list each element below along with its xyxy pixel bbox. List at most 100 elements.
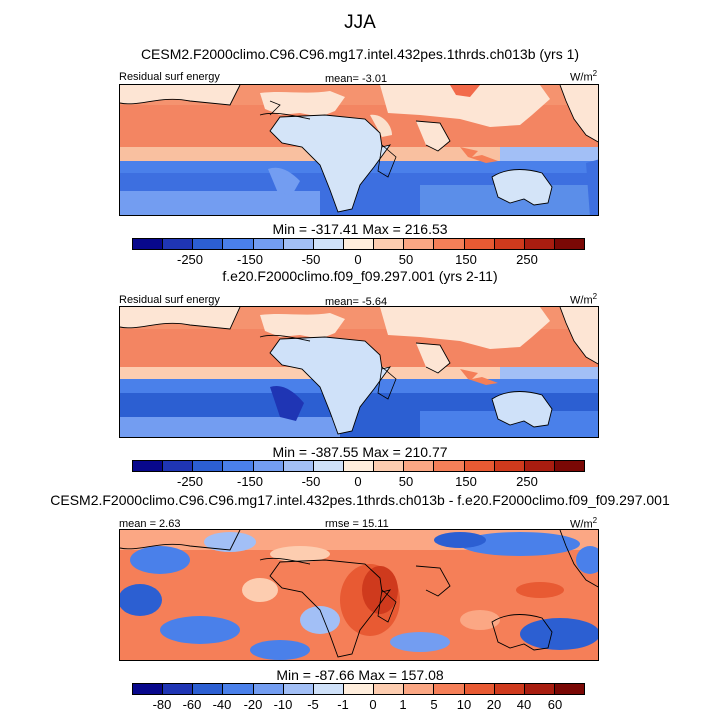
colorbar-swatch: [133, 461, 164, 471]
colorbar-swatch: [464, 461, 495, 471]
colorbar-swatch: [434, 239, 465, 249]
colorbar-swatch: [374, 461, 405, 471]
colorbar-swatch: [343, 239, 375, 249]
colorbar-swatch: [494, 461, 525, 471]
colorbar-swatch: [404, 239, 435, 249]
panel-3-tick: -1: [337, 697, 349, 712]
panel-2-title: f.e20.F2000climo.f09_f09.297.001 (yrs 2-…: [222, 268, 498, 284]
panel-1-title: CESM2.F2000climo.C96.C96.mg17.intel.432p…: [140, 46, 580, 62]
panel-2-map: [119, 306, 599, 438]
colorbar-swatch: [283, 461, 314, 471]
panel-2-tick: 50: [398, 474, 414, 489]
panel-2-colorbar: [132, 460, 585, 472]
panel-1-variable-label: Residual surf energy: [119, 71, 220, 83]
colorbar-swatch: [223, 239, 254, 249]
colorbar-swatch: [524, 684, 555, 694]
colorbar-swatch: [494, 684, 525, 694]
panel-3-tick: 1: [399, 697, 407, 712]
colorbar-swatch: [434, 684, 465, 694]
panel-1-tick: 50: [398, 252, 414, 267]
colorbar-swatch: [163, 461, 194, 471]
panel-1-units: W/m2: [570, 69, 598, 84]
panel-3-map-field: [120, 530, 598, 660]
panel-2-mean-label: mean= -5.64: [325, 296, 388, 308]
panel-1-tick: -50: [301, 252, 321, 267]
colorbar-swatch: [494, 239, 525, 249]
panel-3-tick: -80: [152, 697, 172, 712]
panel-3-tick: 60: [547, 697, 563, 712]
panel-3-tick: 10: [456, 697, 472, 712]
panel-3-tick: -5: [307, 697, 319, 712]
panel-2-min-max: Min = -387.55 Max = 210.77: [272, 444, 448, 460]
colorbar-swatch: [133, 684, 164, 694]
colorbar-swatch: [464, 684, 495, 694]
panel-1-tick: 0: [354, 252, 362, 267]
panel-1-tick: 150: [455, 252, 477, 267]
panel-2-tick: 0: [354, 474, 362, 489]
colorbar-swatch: [193, 461, 224, 471]
colorbar-swatch: [253, 239, 284, 249]
colorbar-swatch: [554, 684, 585, 694]
colorbar-swatch: [343, 684, 375, 694]
panel-3-tick: -40: [212, 697, 232, 712]
panel-1-tick: -150: [236, 252, 264, 267]
panel-3-tick: 40: [516, 697, 532, 712]
panel-1-tick: -250: [176, 252, 204, 267]
colorbar-swatch: [253, 461, 284, 471]
panel-2-tick: -250: [176, 474, 204, 489]
colorbar-swatch: [374, 239, 405, 249]
colorbar-swatch: [313, 684, 344, 694]
panel-3-title: CESM2.F2000climo.C96.C96.mg17.intel.432p…: [50, 492, 670, 508]
colorbar-swatch: [554, 239, 585, 249]
panel-3-map: [119, 529, 599, 661]
panel-2-tick: -50: [301, 474, 321, 489]
panel-2-units: W/m2: [570, 292, 598, 307]
colorbar-swatch: [374, 684, 405, 694]
panel-3-tick: 5: [430, 697, 438, 712]
panel-3-mean-label: mean = 2.63: [119, 518, 181, 530]
panel-1-min-max: Min = -317.41 Max = 216.53: [272, 221, 448, 237]
colorbar-swatch: [283, 239, 314, 249]
colorbar-swatch: [343, 461, 375, 471]
colorbar-swatch: [434, 461, 465, 471]
colorbar-swatch: [404, 461, 435, 471]
colorbar-swatch: [524, 239, 555, 249]
panel-3-units: W/m2: [570, 516, 598, 531]
panel-3-tick: -20: [243, 697, 263, 712]
panel-1-colorbar-ticks: -250 -150 -50 0 50 150 250: [0, 252, 720, 268]
panel-2-tick: 150: [455, 474, 477, 489]
colorbar-swatch: [554, 461, 585, 471]
panel-3-tick: 20: [486, 697, 502, 712]
panel-3-tick: 0: [369, 697, 377, 712]
panel-1-map: [119, 84, 599, 216]
panel-3-tick: -60: [182, 697, 202, 712]
colorbar-swatch: [163, 684, 194, 694]
colorbar-swatch: [223, 461, 254, 471]
colorbar-swatch: [464, 239, 495, 249]
panel-2-map-field: [120, 307, 598, 437]
panel-2-tick: -150: [236, 474, 264, 489]
panel-1-tick: 250: [516, 252, 538, 267]
panel-3-rmse-label: rmse = 15.11: [325, 518, 389, 530]
colorbar-swatch: [193, 684, 224, 694]
colorbar-swatch: [223, 684, 254, 694]
panel-2-tick: 250: [516, 474, 538, 489]
panel-3-tick: -10: [273, 697, 293, 712]
colorbar-swatch: [313, 461, 344, 471]
panel-3-colorbar: [132, 683, 585, 695]
colorbar-swatch: [313, 239, 344, 249]
colorbar-swatch: [404, 684, 435, 694]
panel-3-min-max: Min = -87.66 Max = 157.08: [276, 667, 444, 683]
panel-1-map-field: [120, 85, 598, 215]
panel-1-colorbar: [132, 238, 585, 250]
colorbar-swatch: [253, 684, 284, 694]
panel-3-colorbar-ticks: -80 -60 -40 -20 -10 -5 -1 0 1 5 10 20 40…: [0, 697, 720, 713]
colorbar-swatch: [163, 239, 194, 249]
panel-2-colorbar-ticks: -250 -150 -50 0 50 150 250: [0, 474, 720, 490]
colorbar-swatch: [524, 461, 555, 471]
panel-2-variable-label: Residual surf energy: [119, 294, 220, 306]
colorbar-swatch: [283, 684, 314, 694]
colorbar-swatch: [133, 239, 164, 249]
main-title: JJA: [344, 12, 376, 33]
colorbar-swatch: [193, 239, 224, 249]
